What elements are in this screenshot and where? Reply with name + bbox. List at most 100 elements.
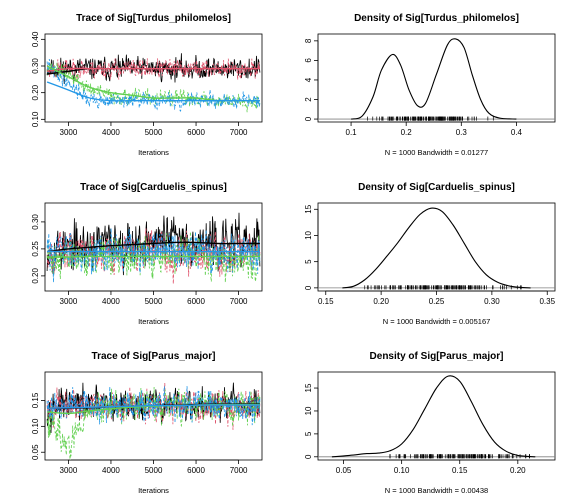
plot-frame	[44, 371, 263, 461]
y-tick-label: 5	[304, 259, 313, 264]
y-axis: 0 5 10 15	[304, 204, 319, 290]
x-tick-label: 0.35	[539, 297, 555, 306]
y-tick-label: 0.30	[31, 214, 40, 230]
x-tick-label: 7000	[230, 466, 248, 475]
smoothed-mean-line	[47, 255, 260, 258]
y-tick-label: 0.20	[31, 268, 40, 284]
trace-series-line	[46, 386, 261, 426]
smoothed-mean-line	[46, 81, 260, 102]
plot-frame	[44, 202, 263, 292]
chart-title: Density of Sig[Carduelis_spinus]	[358, 182, 515, 193]
x-tick-label: 0.20	[510, 466, 526, 475]
density-curve	[342, 207, 531, 289]
x-tick-label: 7000	[230, 128, 248, 137]
plot-area	[46, 53, 261, 113]
chart-title: Trace of Sig[Parus_major]	[92, 351, 216, 362]
x-tick-label: 6000	[187, 128, 205, 137]
x-axis-label: Iterations	[138, 486, 169, 495]
x-axis-label: N = 1000 Bandwidth = 0.005167	[383, 317, 491, 326]
y-tick-label: 0	[304, 116, 313, 121]
plot-area	[46, 212, 261, 284]
x-tick-label: 7000	[230, 297, 248, 306]
chart-title: Density of Sig[Parus_major]	[370, 351, 504, 362]
x-tick-label: 0.20	[373, 297, 389, 306]
y-tick-label: 0.15	[31, 392, 40, 408]
y-tick-label: 0.40	[31, 31, 40, 47]
plot-area	[46, 382, 261, 460]
x-axis: 0.15 0.20 0.25 0.30 0.35	[318, 290, 556, 306]
x-tick-label: 0.4	[511, 128, 523, 137]
x-axis: 0.1 0.2 0.3 0.4	[346, 121, 523, 137]
x-tick-label: 0.05	[336, 466, 352, 475]
x-tick-label: 0.25	[429, 297, 445, 306]
y-axis: 0.20 0.25 0.30	[31, 214, 46, 284]
x-tick-label: 0.15	[452, 466, 468, 475]
panel-1: Trace of Sig[Turdus_philomelos] Iteration…	[31, 13, 263, 157]
y-tick-label: 8	[304, 38, 313, 43]
x-tick-label: 4000	[102, 466, 120, 475]
y-axis: 0 2 4 6 8	[304, 38, 319, 121]
y-tick-label: 0	[304, 454, 313, 459]
x-tick-label: 5000	[145, 128, 163, 137]
x-tick-label: 0.2	[401, 128, 413, 137]
y-tick-label: 15	[304, 383, 313, 392]
trace-series-line	[46, 382, 261, 434]
panel-4: Density of Sig[Carduelis_spinus] N = 1000…	[304, 182, 556, 326]
x-axis: 3000 4000 5000 6000 7000	[60, 290, 248, 306]
x-tick-label: 0.3	[456, 128, 468, 137]
panel-2: Density of Sig[Turdus_philomelos] N = 100…	[304, 13, 556, 157]
smoothed-mean-line	[47, 67, 260, 72]
x-axis-label: N = 1000 Bandwidth = 0.01277	[385, 148, 488, 157]
x-tick-label: 0.1	[346, 128, 358, 137]
chart-title: Density of Sig[Turdus_philomelos]	[354, 13, 519, 24]
x-tick-label: 0.30	[484, 297, 500, 306]
y-tick-label: 0.10	[31, 111, 40, 127]
trace-series-line	[46, 231, 261, 283]
y-tick-label: 0	[304, 285, 313, 290]
panel-3: Trace of Sig[Carduelis_spinus] Iterations…	[31, 182, 263, 326]
y-tick-label: 2	[304, 97, 313, 102]
x-tick-label: 5000	[145, 466, 163, 475]
panel-6: Density of Sig[Parus_major] N = 1000 Band…	[304, 351, 556, 495]
y-axis: 0.05 0.10 0.15	[31, 392, 46, 460]
plot-frame	[44, 33, 263, 123]
y-tick-label: 4	[304, 77, 313, 82]
x-axis: 3000 4000 5000 6000 7000	[60, 459, 248, 475]
plot-area	[318, 207, 555, 290]
density-curve	[350, 38, 517, 120]
x-axis: 3000 4000 5000 6000 7000	[60, 121, 248, 137]
x-tick-label: 4000	[102, 128, 120, 137]
plot-frame	[317, 202, 556, 292]
y-tick-label: 0.05	[31, 444, 40, 460]
x-tick-label: 6000	[187, 297, 205, 306]
y-tick-label: 6	[304, 58, 313, 63]
y-tick-label: 0.30	[31, 58, 40, 74]
x-axis-label: N = 1000 Bandwidth = 0.00438	[385, 486, 488, 495]
x-tick-label: 3000	[60, 297, 78, 306]
chart-title: Trace of Sig[Carduelis_spinus]	[80, 182, 227, 193]
x-tick-label: 3000	[60, 466, 78, 475]
x-axis-label: Iterations	[138, 317, 169, 326]
plot-frame	[317, 33, 556, 123]
y-tick-label: 15	[304, 204, 313, 213]
y-axis: 0.10 0.20 0.30 0.40	[31, 31, 46, 127]
plot-area	[318, 375, 555, 459]
y-tick-label: 5	[304, 431, 313, 436]
x-tick-label: 4000	[102, 297, 120, 306]
rug-marks	[364, 285, 522, 290]
x-tick-label: 0.10	[394, 466, 410, 475]
x-axis-label: Iterations	[138, 148, 169, 157]
panel-5: Trace of Sig[Parus_major] Iterations 3000 4…	[31, 351, 263, 495]
trace-series-line	[46, 228, 261, 283]
y-tick-label: 10	[304, 406, 313, 415]
x-tick-label: 0.15	[318, 297, 334, 306]
x-tick-label: 6000	[187, 466, 205, 475]
y-tick-label: 0.10	[31, 418, 40, 434]
smoothed-mean-line	[47, 241, 260, 253]
plot-frame	[317, 371, 556, 461]
y-tick-label: 0.25	[31, 241, 40, 257]
y-tick-label: 0.20	[31, 84, 40, 100]
y-tick-label: 10	[304, 230, 313, 239]
smoothed-mean-line	[47, 404, 260, 409]
